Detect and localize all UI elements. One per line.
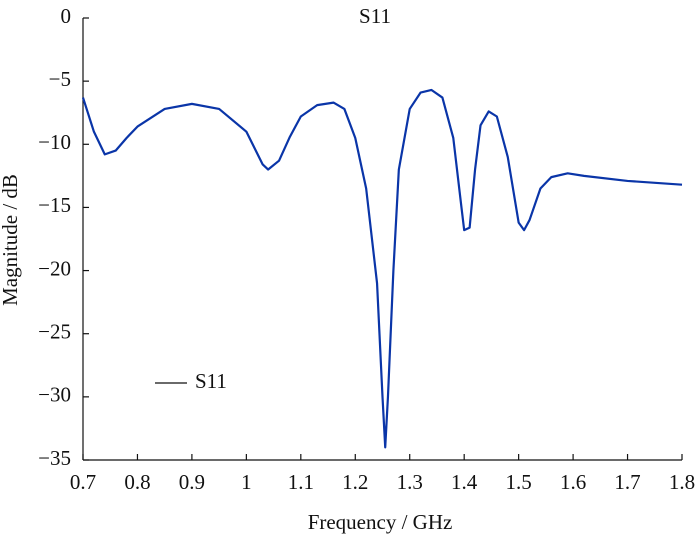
x-tick-label: 1.8 [669,470,695,494]
x-tick-label: 1 [241,470,252,494]
y-axis-label: Magnitude / dB [0,174,22,306]
data-line [81,88,683,449]
y-tick-label: −10 [38,130,71,154]
x-tick-label: 0.7 [70,470,96,494]
x-axis-label: Frequency / GHz [308,510,453,534]
x-tick-label: 1.1 [288,470,314,494]
y-tick-label: −25 [38,320,71,344]
x-tick-label: 1.3 [397,470,423,494]
chart-title: S11 [359,4,391,28]
x-tick-label: 1.7 [614,470,640,494]
x-tick-label: 0.8 [124,470,150,494]
x-tick-label: 0.9 [179,470,205,494]
x-tick-label: 1.6 [560,470,586,494]
x-tick-label: 1.5 [506,470,532,494]
y-tick-label: −15 [38,193,71,217]
y-tick-label: 0 [61,4,72,28]
y-tick-label: −5 [49,67,71,91]
y-tick-label: −30 [38,383,71,407]
legend-label: S11 [195,369,227,393]
y-tick-label: −20 [38,256,71,280]
x-tick-label: 1.4 [451,470,478,494]
x-tick-label: 1.2 [342,470,368,494]
y-tick-label: −35 [38,446,71,470]
